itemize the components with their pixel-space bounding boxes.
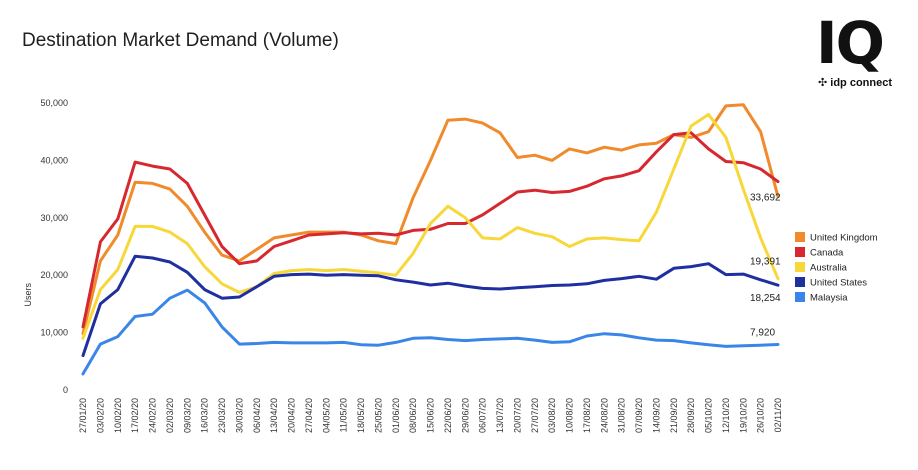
end-label: 18,254 [750, 293, 781, 304]
end-value-labels: 33,692 19,391 18,254 7,920 [750, 193, 781, 339]
x-tick-label: 19/10/20 [738, 398, 748, 433]
x-tick-label: 16/03/20 [200, 398, 210, 433]
y-tick-label: 10,000 [40, 328, 68, 338]
series-line-australia [81, 113, 780, 340]
x-tick-label: 13/04/20 [269, 398, 279, 433]
x-tick-label: 24/02/20 [148, 398, 158, 433]
end-label: 19,391 [750, 257, 781, 268]
x-tick-label: 04/05/20 [321, 398, 331, 433]
chart-axes: 0 10,000 20,000 30,000 40,000 50,000 Users 27/0… [23, 98, 783, 433]
x-tick-label: 10/02/20 [113, 398, 123, 433]
x-tick-label: 13/07/20 [495, 398, 505, 433]
y-tick-label: 50,000 [40, 98, 68, 108]
legend-label: Australia [810, 263, 848, 274]
logo-mark: IQ [816, 9, 885, 77]
legend-label: United States [810, 278, 867, 289]
y-axis-label: Users [23, 282, 33, 306]
chart-title: Destination Market Demand (Volume) [22, 30, 339, 51]
y-tick-label: 20,000 [40, 270, 68, 280]
x-tick-label: 27/07/20 [530, 398, 540, 433]
x-tick-label: 05/10/20 [704, 398, 714, 433]
x-tick-label: 28/09/20 [686, 398, 696, 433]
x-tick-label: 21/09/20 [669, 398, 679, 433]
series-line-united-states [81, 254, 780, 358]
legend-label: Canada [810, 248, 844, 259]
x-tick-label: 07/09/20 [634, 398, 644, 433]
x-tick-label: 01/06/20 [391, 398, 401, 433]
x-tick-label: 17/08/20 [582, 398, 592, 433]
x-tick-label: 18/05/20 [356, 398, 366, 433]
x-tick-label: 23/03/20 [217, 398, 227, 433]
x-tick-label: 24/08/20 [599, 398, 609, 433]
x-tick-label: 25/05/20 [373, 398, 383, 433]
x-tick-label: 15/06/20 [426, 398, 436, 433]
legend-label: Malaysia [810, 293, 848, 304]
x-tick-label: 14/09/20 [651, 398, 661, 433]
y-tick-label: 40,000 [40, 155, 68, 165]
x-tick-label: 22/06/20 [443, 398, 453, 433]
x-tick-label: 03/08/20 [547, 398, 557, 433]
x-tick-label: 03/02/20 [95, 398, 105, 433]
x-tick-label: 12/10/20 [721, 398, 731, 433]
x-tick-label: 31/08/20 [617, 398, 627, 433]
legend-label: United Kingdom [810, 233, 878, 244]
chart-legend: United Kingdom Canada Australia United Stat… [795, 232, 878, 304]
chart-series [81, 103, 780, 376]
x-tick-label: 20/07/20 [512, 398, 522, 433]
series-line-malaysia [81, 288, 780, 376]
end-label: 7,920 [750, 328, 775, 339]
x-tick-label: 02/03/20 [165, 398, 175, 433]
x-tick-label: 27/04/20 [304, 398, 314, 433]
x-tick-label: 29/06/20 [460, 398, 470, 433]
idp-connect-icon: ✣ [818, 77, 828, 89]
logo-subtitle: ✣ idp connect [818, 76, 892, 89]
x-tick-label: 10/08/20 [565, 398, 575, 433]
x-tick-label: 20/04/20 [287, 398, 297, 433]
series-line-united-kingdom [81, 103, 780, 336]
legend-swatch [795, 277, 805, 287]
x-tick-label: 30/03/20 [234, 398, 244, 433]
x-tick-label: 27/01/20 [78, 398, 88, 433]
legend-swatch [795, 292, 805, 302]
y-tick-label: 30,000 [40, 213, 68, 223]
x-tick-label: 09/03/20 [182, 398, 192, 433]
legend-swatch [795, 262, 805, 272]
x-tick-label: 08/06/20 [408, 398, 418, 433]
x-tick-label: 26/10/20 [756, 398, 766, 433]
end-label: 33,692 [750, 193, 781, 204]
series-line-canada [81, 131, 780, 329]
x-tick-label: 06/04/20 [252, 398, 262, 433]
x-tick-label: 11/05/20 [339, 398, 349, 432]
iq-logo: IQ ✣ idp connect [812, 12, 902, 92]
y-tick-label: 0 [63, 385, 68, 395]
x-tick-label: 06/07/20 [478, 398, 488, 433]
x-tick-label: 17/02/20 [130, 398, 140, 433]
legend-swatch [795, 232, 805, 242]
legend-swatch [795, 247, 805, 257]
logo-subtitle-text: idp connect [830, 77, 893, 89]
x-tick-label: 02/11/20 [773, 398, 783, 432]
